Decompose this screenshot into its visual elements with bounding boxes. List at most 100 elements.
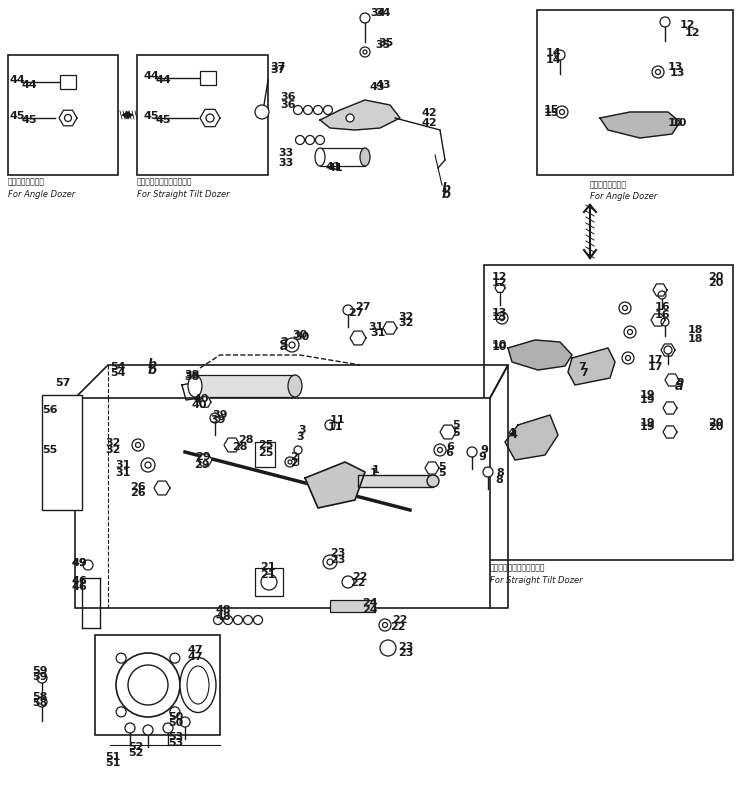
Text: 26: 26 bbox=[130, 482, 145, 492]
Text: アングルドーザ用: アングルドーザ用 bbox=[8, 177, 45, 186]
Text: 8: 8 bbox=[495, 475, 503, 485]
Polygon shape bbox=[508, 340, 572, 370]
Text: 22: 22 bbox=[392, 615, 407, 625]
Text: 34: 34 bbox=[375, 8, 390, 18]
Text: ストレートチルトドーザ用: ストレートチルトドーザ用 bbox=[137, 177, 193, 186]
Polygon shape bbox=[224, 438, 240, 452]
Polygon shape bbox=[320, 100, 400, 130]
Text: 32: 32 bbox=[398, 312, 413, 322]
Circle shape bbox=[342, 576, 354, 588]
Text: 48: 48 bbox=[215, 612, 230, 622]
Circle shape bbox=[467, 447, 477, 457]
Circle shape bbox=[180, 717, 190, 727]
Text: 55: 55 bbox=[42, 445, 58, 455]
Text: 14: 14 bbox=[546, 55, 562, 65]
Text: 49: 49 bbox=[72, 558, 88, 568]
Polygon shape bbox=[665, 374, 679, 386]
Text: a: a bbox=[280, 340, 289, 353]
Polygon shape bbox=[200, 110, 220, 127]
Text: 44: 44 bbox=[10, 75, 26, 85]
Circle shape bbox=[37, 673, 47, 683]
Circle shape bbox=[379, 619, 391, 631]
Text: 8: 8 bbox=[496, 468, 504, 478]
Text: 19: 19 bbox=[640, 395, 655, 405]
Text: For Angle Dozer: For Angle Dozer bbox=[8, 190, 75, 199]
Text: 36: 36 bbox=[280, 100, 295, 110]
Text: 23: 23 bbox=[330, 548, 345, 558]
Bar bbox=[195, 375, 295, 397]
Circle shape bbox=[244, 615, 252, 625]
Text: 12: 12 bbox=[685, 28, 700, 38]
Text: 33: 33 bbox=[278, 148, 293, 158]
Circle shape bbox=[622, 305, 627, 311]
Text: 50: 50 bbox=[168, 712, 183, 722]
Circle shape bbox=[303, 106, 312, 115]
Text: 51: 51 bbox=[105, 758, 120, 768]
Circle shape bbox=[624, 326, 636, 338]
Circle shape bbox=[346, 114, 354, 122]
Text: 7: 7 bbox=[580, 368, 587, 378]
Text: 2: 2 bbox=[290, 452, 297, 462]
Ellipse shape bbox=[315, 148, 325, 166]
Text: 40: 40 bbox=[192, 400, 207, 410]
Bar bbox=[330, 600, 375, 612]
Text: 32: 32 bbox=[105, 438, 120, 448]
Text: 27: 27 bbox=[355, 302, 370, 312]
Bar bbox=[320, 148, 365, 166]
Bar bbox=[255, 568, 283, 596]
Text: 22: 22 bbox=[352, 572, 368, 582]
Text: 27: 27 bbox=[348, 308, 364, 318]
Circle shape bbox=[556, 106, 568, 118]
Polygon shape bbox=[663, 426, 677, 438]
Text: 52: 52 bbox=[128, 742, 143, 752]
Text: 11: 11 bbox=[330, 415, 345, 425]
Circle shape bbox=[652, 66, 664, 78]
Text: 10: 10 bbox=[672, 118, 687, 128]
Text: 23: 23 bbox=[398, 642, 413, 652]
Text: 21: 21 bbox=[260, 570, 275, 580]
Ellipse shape bbox=[188, 375, 202, 397]
Circle shape bbox=[170, 706, 180, 717]
Circle shape bbox=[559, 110, 565, 115]
Text: 3: 3 bbox=[296, 432, 303, 442]
Text: b: b bbox=[442, 182, 451, 195]
Text: 13: 13 bbox=[668, 62, 683, 72]
Circle shape bbox=[132, 439, 144, 451]
Text: b: b bbox=[148, 358, 157, 371]
Text: 12: 12 bbox=[492, 272, 508, 282]
Text: 58: 58 bbox=[32, 692, 47, 702]
Text: 30: 30 bbox=[294, 332, 309, 342]
Bar bbox=[95, 635, 220, 735]
Text: アングルドーザ用: アングルドーザ用 bbox=[590, 180, 627, 189]
Text: 37: 37 bbox=[270, 65, 286, 75]
Text: 26: 26 bbox=[130, 488, 145, 498]
Circle shape bbox=[661, 318, 669, 326]
Text: 37: 37 bbox=[270, 62, 286, 72]
Text: 51: 51 bbox=[105, 752, 120, 762]
Text: 20: 20 bbox=[708, 278, 723, 288]
Circle shape bbox=[343, 305, 353, 315]
Text: For Angle Dozer: For Angle Dozer bbox=[590, 192, 658, 201]
Bar bbox=[484, 265, 733, 560]
Circle shape bbox=[655, 70, 661, 74]
Circle shape bbox=[261, 574, 277, 590]
Text: 23: 23 bbox=[398, 648, 413, 658]
Ellipse shape bbox=[427, 475, 439, 487]
Ellipse shape bbox=[180, 658, 216, 713]
Text: 13: 13 bbox=[492, 308, 508, 318]
Circle shape bbox=[306, 135, 314, 144]
Text: 13: 13 bbox=[670, 68, 686, 78]
Ellipse shape bbox=[187, 666, 209, 704]
Text: 18: 18 bbox=[688, 325, 703, 335]
Circle shape bbox=[136, 442, 140, 448]
Text: 4: 4 bbox=[510, 430, 518, 440]
Ellipse shape bbox=[360, 148, 370, 166]
Text: 6: 6 bbox=[446, 442, 454, 452]
Circle shape bbox=[294, 446, 302, 454]
Polygon shape bbox=[59, 111, 77, 126]
Text: 19: 19 bbox=[640, 418, 655, 428]
Text: 36: 36 bbox=[280, 92, 295, 102]
Polygon shape bbox=[198, 454, 212, 466]
Text: 16: 16 bbox=[655, 310, 671, 320]
Text: 24: 24 bbox=[362, 605, 378, 615]
